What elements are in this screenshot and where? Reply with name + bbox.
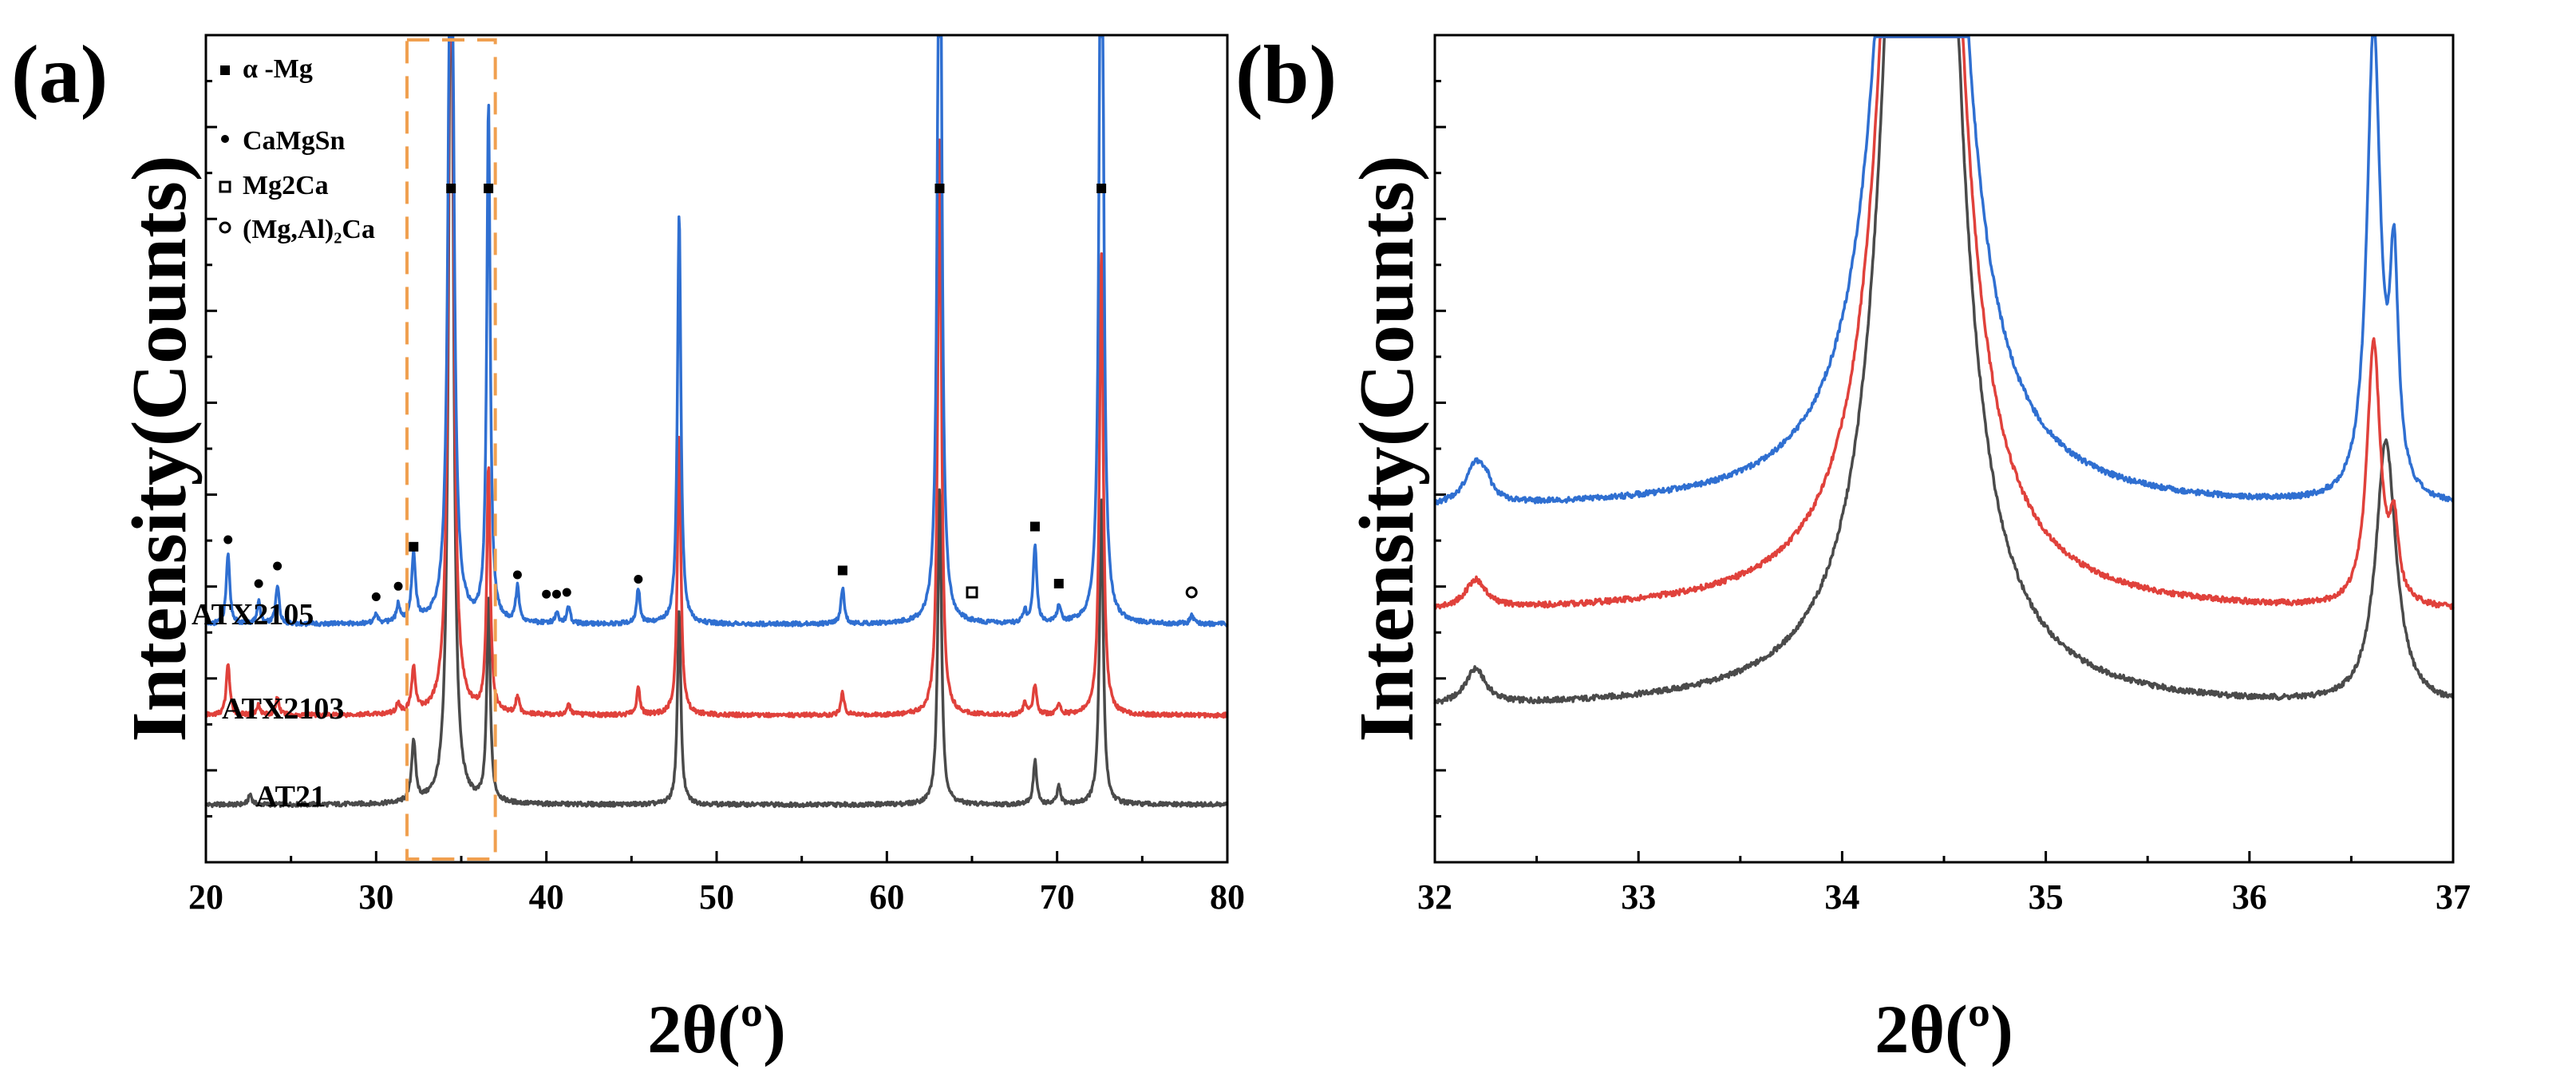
phase-marker-filled-circle xyxy=(542,589,551,599)
phase-marker-filled-circle xyxy=(512,570,522,580)
panel-b-trace-atx2105 xyxy=(1434,35,2454,506)
phase-marker-filled-square xyxy=(409,541,419,552)
panel-b-traces xyxy=(1433,35,2455,705)
phase-marker-filled-square xyxy=(484,184,494,193)
panel-a-phase-markers xyxy=(223,184,1198,601)
panel-b-x-tick-label: 34 xyxy=(1824,877,1859,917)
panel-a-trace-atx2103 xyxy=(204,35,1228,719)
panel-a-x-tick-label: 20 xyxy=(188,877,223,917)
phase-marker-filled-circle xyxy=(393,581,403,591)
panel-a-trace-atx2105 xyxy=(204,35,1229,628)
panel-a-x-tick-label: 80 xyxy=(1210,877,1245,917)
phase-marker-filled-circle xyxy=(223,535,233,544)
panel-b-x-tick-label: 36 xyxy=(2232,877,2267,917)
phase-marker-filled-square xyxy=(837,565,847,576)
panel-a-plot-frame xyxy=(204,34,1229,864)
panel-a-y-ticks xyxy=(206,34,217,864)
legend-mgal2ca-label: (Mg,Al)₂Ca xyxy=(243,215,375,244)
panel-b-x-axis-title: 2θ(º) xyxy=(1875,991,2013,1067)
phase-marker-filled-square xyxy=(1029,521,1040,532)
legend-alpha-mg-label: α -Mg xyxy=(243,54,313,84)
legend-camgsn-symbol xyxy=(221,135,229,143)
panel-a-x-tick-label: 60 xyxy=(869,877,904,917)
sample-label-atx2103: ATX2103 xyxy=(222,692,344,726)
panel-a-traces xyxy=(204,35,1229,809)
panel-b-x-tick-label: 35 xyxy=(2029,877,2064,917)
phase-marker-filled-circle xyxy=(273,561,282,571)
panel-a-letter: (a) xyxy=(11,29,108,121)
phase-marker-filled-circle xyxy=(371,592,381,601)
phase-marker-filled-square xyxy=(934,184,945,193)
panel-b-chart: (b) 32 33 34 35 36 37 Intensity(Counts) 2θ(º) xyxy=(1235,29,2471,1067)
sample-label-at21: AT21 xyxy=(255,780,326,814)
phase-marker-filled-square xyxy=(1053,579,1064,588)
panel-a-highlight-box xyxy=(405,38,497,861)
phase-marker-open-square xyxy=(966,586,978,599)
panel-b-x-tick-label: 33 xyxy=(1621,877,1656,917)
sample-label-atx2105: ATX2105 xyxy=(192,598,314,632)
legend-alpha-mg-symbol xyxy=(220,65,230,75)
panel-a-legend: α -Mg CaMgSn Mg2Ca (Mg,Al)₂Ca xyxy=(219,54,375,244)
phase-marker-filled-circle xyxy=(562,588,571,597)
phase-marker-filled-square xyxy=(1096,184,1107,193)
panel-b-x-ticks: 32 33 34 35 36 37 xyxy=(1417,851,2471,917)
phase-marker-open-circle xyxy=(1185,586,1198,599)
legend-mgal2ca-symbol xyxy=(219,221,231,234)
panel-a-x-axis-title: 2θ(º) xyxy=(647,991,786,1067)
panel-b-letter: (b) xyxy=(1235,29,1337,121)
legend-camgsn-label: CaMgSn xyxy=(243,126,346,156)
panel-b-x-tick-label: 37 xyxy=(2436,877,2471,917)
panel-a-x-tick-label: 30 xyxy=(358,877,393,917)
panel-b-x-tick-label: 32 xyxy=(1417,877,1452,917)
panel-b-y-ticks xyxy=(1435,34,1446,864)
phase-marker-filled-circle xyxy=(551,589,561,599)
legend-mg2ca-label: Mg2Ca xyxy=(243,171,329,200)
legend-mg2ca-symbol xyxy=(219,180,231,193)
panel-b-plot-frame xyxy=(1433,34,2455,864)
panel-a-x-ticks: 20 30 40 50 60 70 80 xyxy=(188,851,1245,917)
panel-a-x-tick-label: 50 xyxy=(699,877,734,917)
panel-a-chart: (a) 20 30 40 50 60 70 80 α -Mg CaMgSn Mg2Ca (M… xyxy=(11,29,1245,1067)
panel-a-trace-at21 xyxy=(204,35,1229,809)
panel-a-y-axis-title: Intensity(Counts) xyxy=(117,155,203,742)
phase-marker-filled-square xyxy=(446,184,456,193)
phase-marker-filled-circle xyxy=(254,579,263,588)
phase-marker-filled-circle xyxy=(634,575,643,584)
panel-b-y-axis-title: Intensity(Counts) xyxy=(1344,155,1430,742)
panel-a-x-tick-label: 40 xyxy=(529,877,564,917)
panel-a-x-tick-label: 70 xyxy=(1040,877,1075,917)
panel-b-trace-atx2103 xyxy=(1433,35,2455,611)
